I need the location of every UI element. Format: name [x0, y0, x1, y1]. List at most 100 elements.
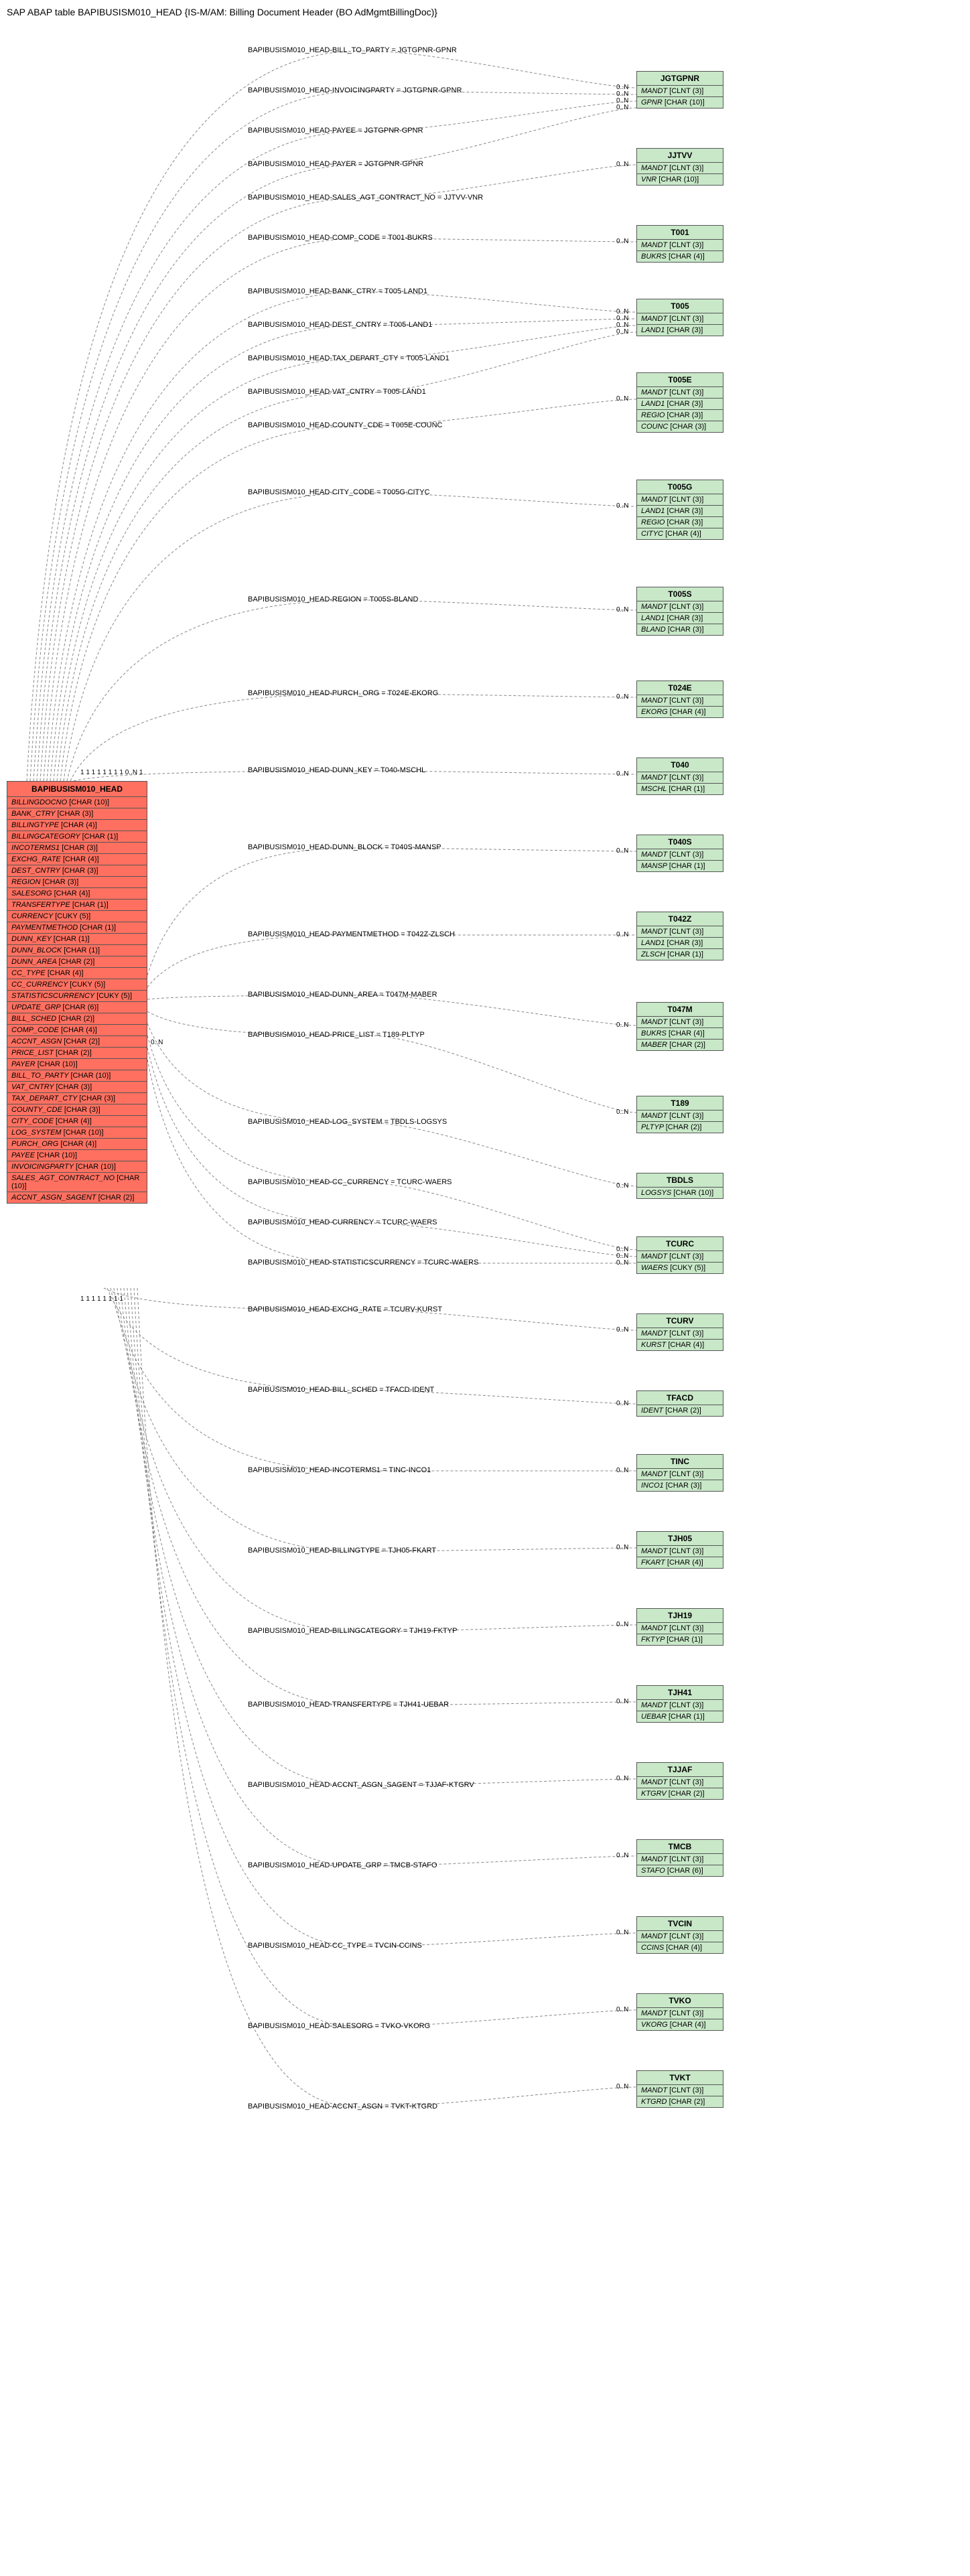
edge-label: BAPIBUSISM010_HEAD-CURRENCY = TCURC-WAER…	[248, 1218, 437, 1226]
table-field: UPDATE_GRP [CHAR (6)]	[7, 1002, 147, 1013]
ref-table-header: TCURV	[637, 1314, 723, 1328]
cardinality-label: 0..N	[616, 1021, 628, 1029]
edge-label: BAPIBUSISM010_HEAD-TRANSFERTYPE = TJH41-…	[248, 1701, 449, 1709]
table-field: MANDT [CLNT (3)]	[637, 1623, 723, 1634]
table-field: MANDT [CLNT (3)]	[637, 849, 723, 861]
edge-label: BAPIBUSISM010_HEAD-CC_TYPE = TVCIN-CCINS	[248, 1942, 422, 1950]
edge-label: BAPIBUSISM010_HEAD-BANK_CTRY = T005-LAND…	[248, 287, 427, 295]
ref-table-header: T005	[637, 299, 723, 313]
table-field: MANDT [CLNT (3)]	[637, 494, 723, 506]
ref-table: T189MANDT [CLNT (3)]PLTYP [CHAR (2)]	[636, 1096, 723, 1133]
table-field: MANDT [CLNT (3)]	[637, 86, 723, 97]
cardinality-label: 0..N	[616, 1698, 628, 1705]
table-field: MANDT [CLNT (3)]	[637, 2085, 723, 2096]
ref-table-header: T005E	[637, 373, 723, 387]
table-field: DUNN_AREA [CHAR (2)]	[7, 956, 147, 968]
ref-table: T042ZMANDT [CLNT (3)]LAND1 [CHAR (3)]ZLS…	[636, 912, 723, 960]
page-title: SAP ABAP table BAPIBUSISM010_HEAD {IS-M/…	[7, 7, 963, 17]
ref-table-header: T024E	[637, 681, 723, 695]
edge-label: BAPIBUSISM010_HEAD-REGION = T005S-BLAND	[248, 595, 418, 603]
table-field: BILLINGCATEGORY [CHAR (1)]	[7, 831, 147, 843]
ref-table-header: TFACD	[637, 1391, 723, 1405]
table-field: INVOICINGPARTY [CHAR (10)]	[7, 1161, 147, 1173]
ref-table: TJH19MANDT [CLNT (3)]FKTYP [CHAR (1)]	[636, 1608, 723, 1646]
edge-layer	[7, 24, 963, 2569]
ref-table-header: TVCIN	[637, 1917, 723, 1931]
cardinality-label: 0..N	[616, 328, 628, 336]
main-table-header: BAPIBUSISM010_HEAD	[7, 782, 147, 797]
table-field: REGIO [CHAR (3)]	[637, 517, 723, 528]
cardinality-label: 0..N	[616, 238, 628, 245]
edge-label: BAPIBUSISM010_HEAD-CC_CURRENCY = TCURC-W…	[248, 1178, 452, 1186]
table-field: STATISTICSCURRENCY [CUKY (5)]	[7, 991, 147, 1002]
table-field: LAND1 [CHAR (3)]	[637, 506, 723, 517]
table-field: STAFO [CHAR (6)]	[637, 1865, 723, 1876]
cardinality-label: 0..N	[616, 2006, 628, 2013]
ref-table: TJH41MANDT [CLNT (3)]UEBAR [CHAR (1)]	[636, 1685, 723, 1723]
edge-label: BAPIBUSISM010_HEAD-INCOTERMS1 = TINC-INC…	[248, 1466, 431, 1474]
table-field: SALESORG [CHAR (4)]	[7, 888, 147, 900]
table-field: PRICE_LIST [CHAR (2)]	[7, 1048, 147, 1059]
table-field: BUKRS [CHAR (4)]	[637, 251, 723, 262]
table-field: MANDT [CLNT (3)]	[637, 1777, 723, 1788]
table-field: MANDT [CLNT (3)]	[637, 240, 723, 251]
table-field: DEST_CNTRY [CHAR (3)]	[7, 865, 147, 877]
table-field: BILL_TO_PARTY [CHAR (10)]	[7, 1070, 147, 1082]
edge-label: BAPIBUSISM010_HEAD-SALES_AGT_CONTRACT_NO…	[248, 194, 483, 202]
table-field: LOGSYS [CHAR (10)]	[637, 1188, 723, 1198]
ref-table-header: TVKT	[637, 2071, 723, 2085]
ref-table-header: JJTVV	[637, 149, 723, 163]
table-field: MANDT [CLNT (3)]	[637, 772, 723, 784]
edge-label: BAPIBUSISM010_HEAD-EXCHG_RATE = TCURV-KU…	[248, 1305, 442, 1313]
table-field: EKORG [CHAR (4)]	[637, 707, 723, 717]
ref-table: TVKTMANDT [CLNT (3)]KTGRD [CHAR (2)]	[636, 2070, 723, 2108]
cardinality-label: 0..N	[616, 1467, 628, 1474]
edge-label: BAPIBUSISM010_HEAD-BILLINGTYPE = TJH05-F…	[248, 1547, 436, 1555]
table-field: FKART [CHAR (4)]	[637, 1557, 723, 1568]
table-field: BLAND [CHAR (3)]	[637, 624, 723, 635]
table-field: COUNTY_CDE [CHAR (3)]	[7, 1104, 147, 1116]
table-field: PLTYP [CHAR (2)]	[637, 1122, 723, 1133]
table-field: MANSP [CHAR (1)]	[637, 861, 723, 871]
ref-table: JGTGPNRMANDT [CLNT (3)]GPNR [CHAR (10)]	[636, 71, 723, 109]
ref-table: TJH05MANDT [CLNT (3)]FKART [CHAR (4)]	[636, 1531, 723, 1569]
cardinality-label: 0..N	[616, 1544, 628, 1551]
table-field: MANDT [CLNT (3)]	[637, 2008, 723, 2019]
table-field: TAX_DEPART_CTY [CHAR (3)]	[7, 1093, 147, 1104]
edge-label: BAPIBUSISM010_HEAD-PAYER = JGTGPNR-GPNR	[248, 160, 423, 168]
edge-label: BAPIBUSISM010_HEAD-BILLINGCATEGORY = TJH…	[248, 1627, 458, 1635]
ref-table-header: T005S	[637, 587, 723, 601]
cardinality-label: 0..N	[616, 104, 628, 111]
table-field: DUNN_KEY [CHAR (1)]	[7, 934, 147, 945]
ref-table-header: TINC	[637, 1455, 723, 1469]
edge-label: BAPIBUSISM010_HEAD-ACCNT_ASGN = TVKT-KTG…	[248, 2102, 437, 2110]
table-field: IDENT [CHAR (2)]	[637, 1405, 723, 1416]
cardinality-label: 0..N	[616, 1929, 628, 1936]
ref-table-header: TCURC	[637, 1237, 723, 1251]
cardinality-label: 0..N	[616, 693, 628, 701]
cardinality-label: 0..N	[616, 161, 628, 168]
cardinality-label: 0..N	[616, 1108, 628, 1116]
table-field: MSCHL [CHAR (1)]	[637, 784, 723, 794]
table-field: PAYEE [CHAR (10)]	[7, 1150, 147, 1161]
top-cardinality: 1 1 1 1 1 1 1 1 0..N 1	[80, 769, 143, 776]
ref-table-header: T005G	[637, 480, 723, 494]
table-field: CC_CURRENCY [CUKY (5)]	[7, 979, 147, 991]
cardinality-label: 0..N	[616, 606, 628, 614]
table-field: MANDT [CLNT (3)]	[637, 1017, 723, 1028]
table-field: KTGRD [CHAR (2)]	[637, 2096, 723, 2107]
edge-label: BAPIBUSISM010_HEAD-UPDATE_GRP = TMCB-STA…	[248, 1861, 437, 1869]
table-field: MANDT [CLNT (3)]	[637, 695, 723, 707]
table-field: ZLSCH [CHAR (1)]	[637, 949, 723, 960]
cardinality-label: 0..N	[616, 2083, 628, 2090]
edge-label: BAPIBUSISM010_HEAD-TAX_DEPART_CTY = T005…	[248, 354, 449, 362]
cardinality-label: 0..N	[616, 1852, 628, 1859]
table-field: KURST [CHAR (4)]	[637, 1340, 723, 1350]
ref-table-header: JGTGPNR	[637, 72, 723, 86]
edge-label: BAPIBUSISM010_HEAD-LOG_SYSTEM = TBDLS-LO…	[248, 1118, 447, 1126]
table-field: MANDT [CLNT (3)]	[637, 1111, 723, 1122]
ref-table: T047MMANDT [CLNT (3)]BUKRS [CHAR (4)]MAB…	[636, 1002, 723, 1051]
main-table: BAPIBUSISM010_HEAD BILLINGDOCNO [CHAR (1…	[7, 781, 147, 1204]
ref-table: TBDLSLOGSYS [CHAR (10)]	[636, 1173, 723, 1199]
edge-label: BAPIBUSISM010_HEAD-PURCH_ORG = T024E-EKO…	[248, 689, 438, 697]
